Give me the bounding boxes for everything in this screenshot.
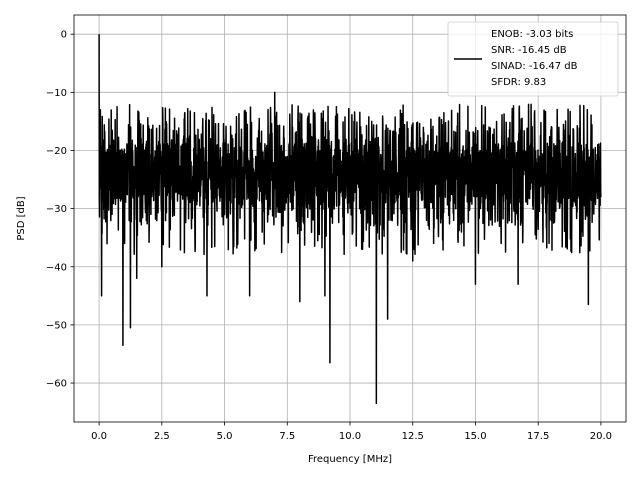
x-tick-label: 12.5 [402, 431, 424, 442]
legend-sfdr: SFDR: 9.83 [491, 77, 546, 88]
x-tick-label: 5.0 [217, 431, 233, 442]
y-tick-label: −40 [46, 262, 67, 273]
y-tick-label: −20 [46, 146, 67, 157]
plot-area [98, 34, 602, 405]
y-axis-ticks: 0 −10 −20 −30 −40 −50 −60 [46, 30, 74, 390]
y-tick-label: −60 [46, 379, 67, 390]
x-tick-label: 0.0 [91, 431, 107, 442]
x-axis-ticks: 0.0 2.5 5.0 7.5 10.0 12.5 15.0 17.5 20.0 [91, 422, 612, 442]
y-tick-label: 0 [61, 30, 67, 41]
x-tick-label: 7.5 [279, 431, 295, 442]
x-tick-label: 15.0 [464, 431, 486, 442]
y-tick-label: −50 [46, 320, 67, 331]
legend-snr: SNR: -16.45 dB [491, 45, 567, 56]
y-tick-label: −30 [46, 204, 67, 215]
y-tick-label: −10 [46, 88, 67, 99]
x-tick-label: 20.0 [590, 431, 612, 442]
psd-series-line [98, 34, 602, 405]
x-tick-label: 2.5 [154, 431, 170, 442]
x-axis-label: Frequency [MHz] [308, 454, 392, 465]
y-axis-label: PSD [dB] [16, 196, 27, 240]
legend: ENOB: -3.03 bits SNR: -16.45 dB SINAD: -… [447, 21, 619, 97]
x-tick-label: 17.5 [527, 431, 549, 442]
legend-enob: ENOB: -3.03 bits [491, 29, 573, 40]
legend-box [447, 21, 619, 97]
legend-sinad: SINAD: -16.47 dB [491, 61, 578, 72]
x-tick-label: 10.0 [339, 431, 361, 442]
